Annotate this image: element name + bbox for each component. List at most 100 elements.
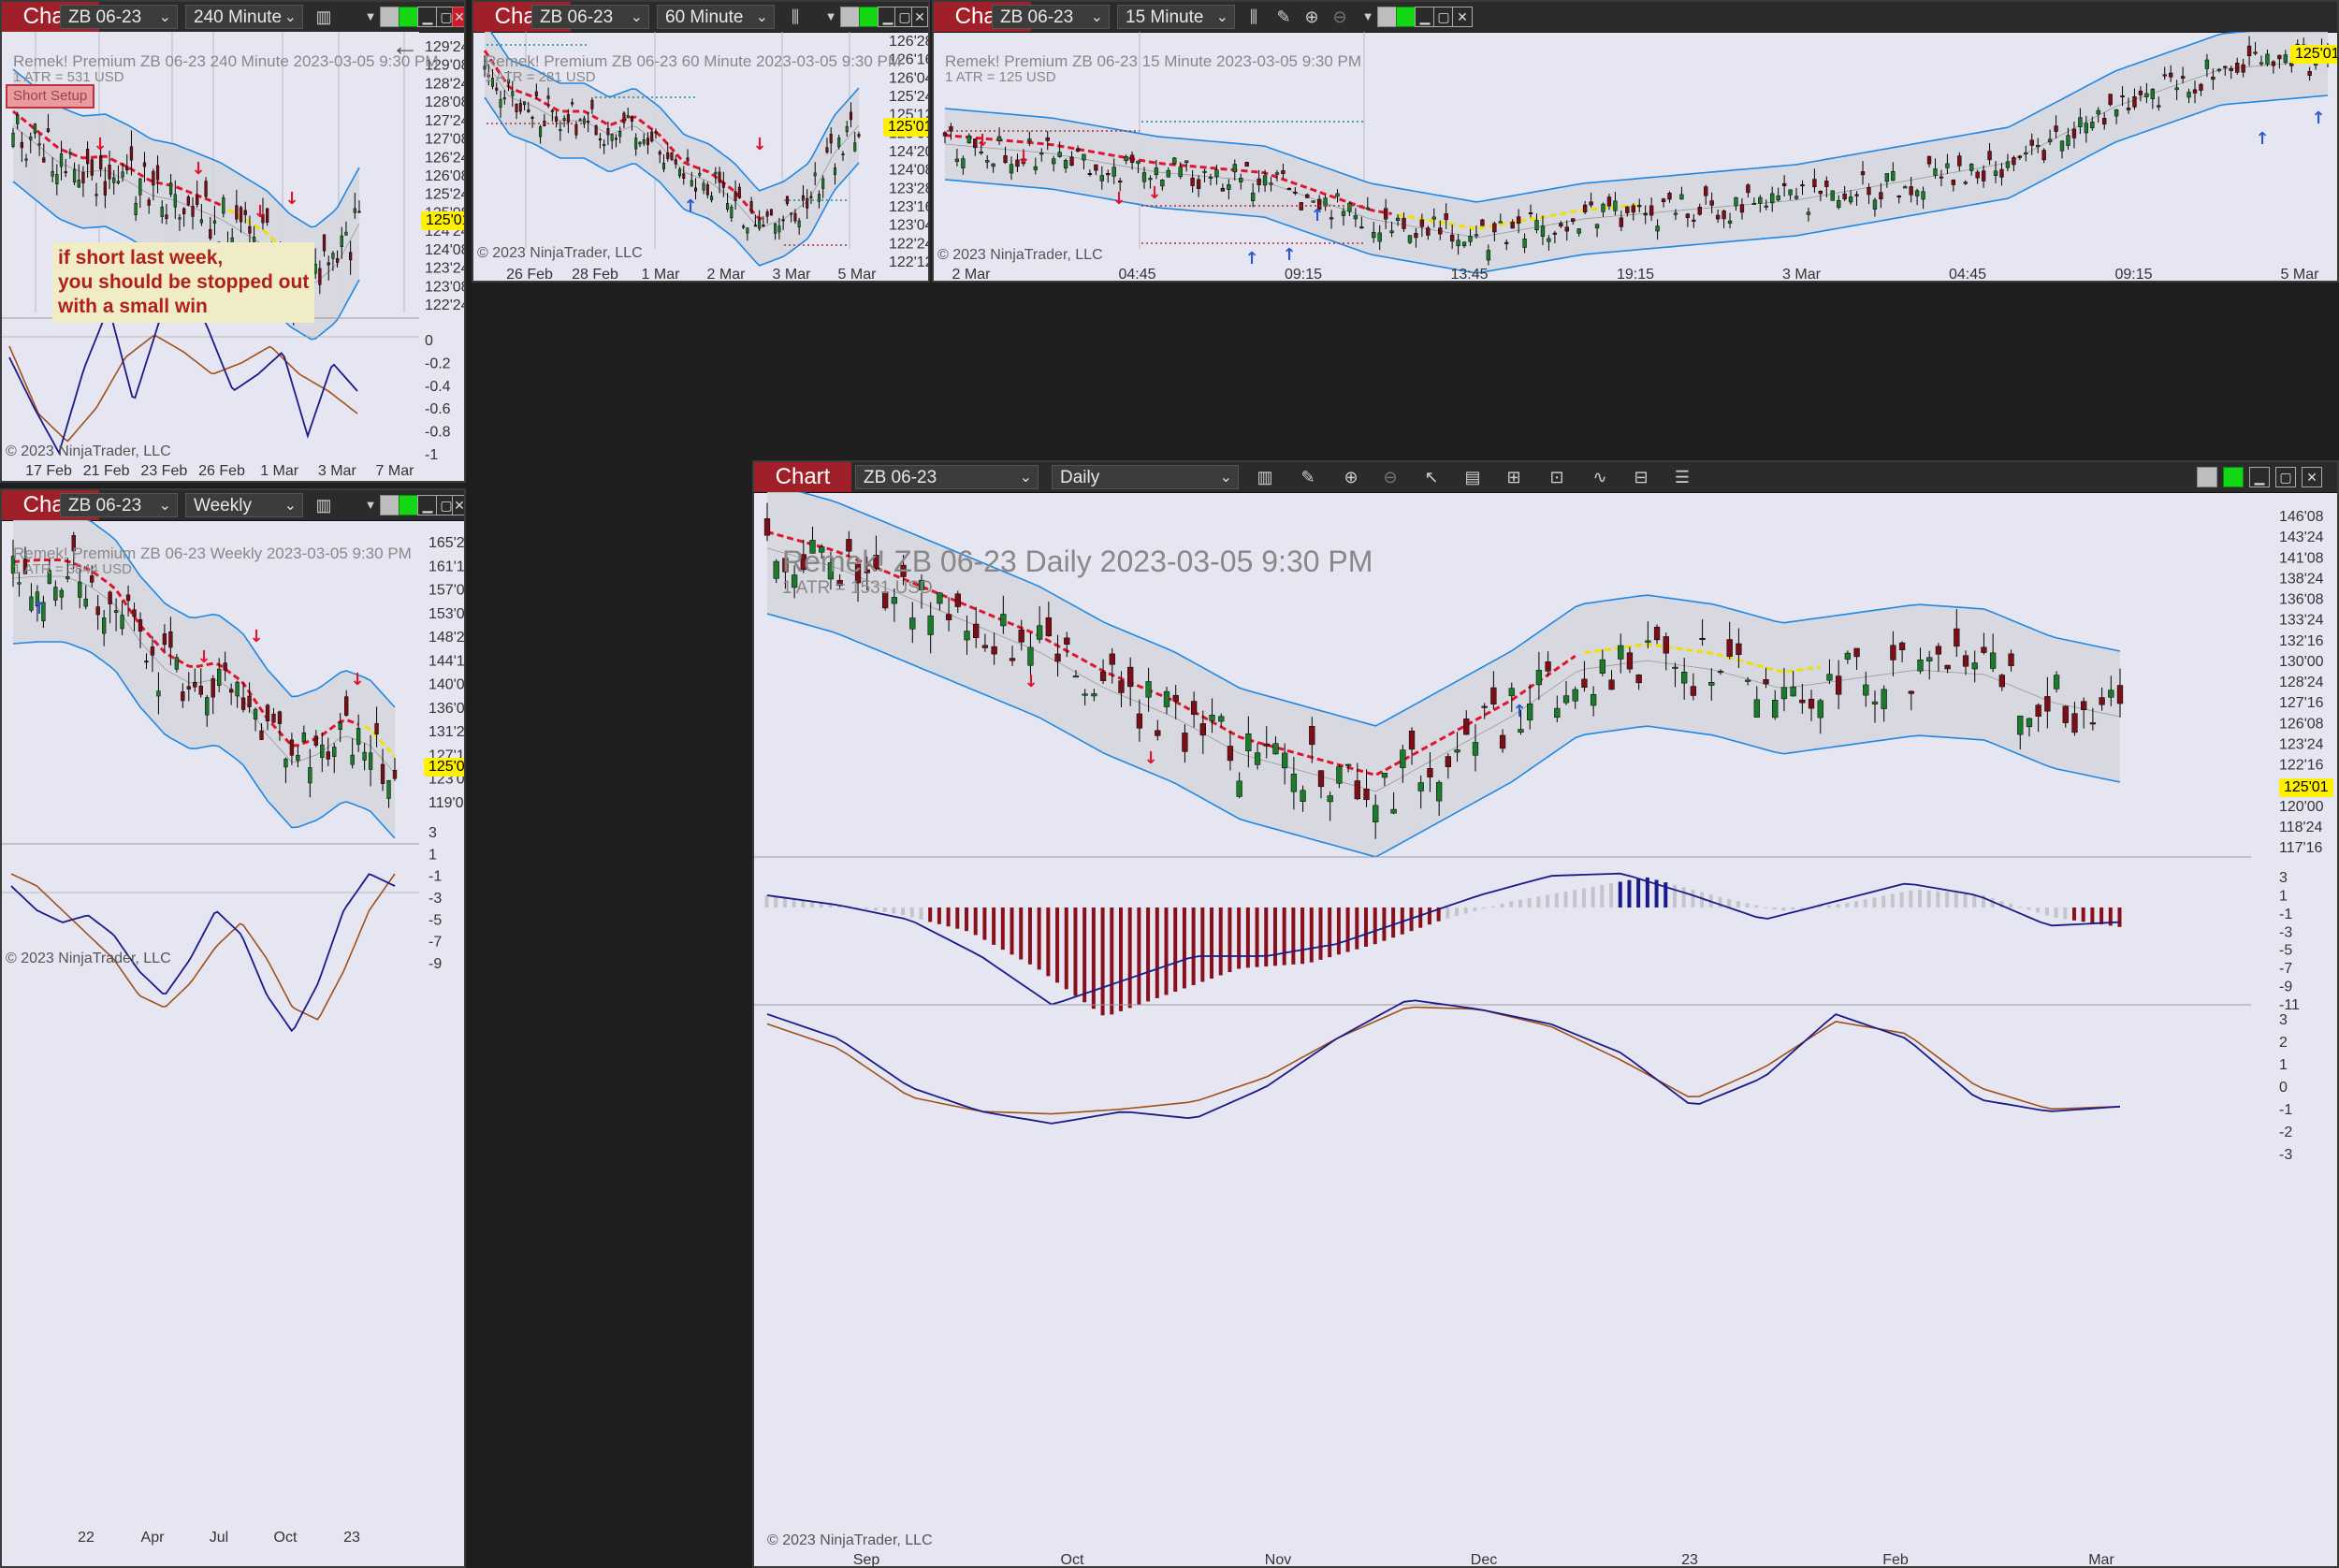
histogram-bar <box>2117 907 2122 927</box>
histogram-bar <box>1255 907 1259 967</box>
chart-toolbar: Chart ZB 06-23 ⌄ 60 Minute ⌄ ⫼ ▼ ▁ ▢ ✕ <box>473 2 928 33</box>
zoom-in-icon[interactable]: ⊕ <box>1344 468 1358 486</box>
interval-selector[interactable]: 60 Minute ⌄ <box>657 5 775 29</box>
candle-body <box>1419 219 1425 227</box>
maximize-button[interactable]: ▢ <box>436 495 457 515</box>
interval-selector[interactable]: Weekly ⌄ <box>185 493 303 517</box>
chart-panel[interactable]: ↓ ↓ ↑ 146'08 143'24 141'08 138'24 136'08 133'24 1… <box>754 492 2337 1566</box>
candle-body <box>168 632 173 648</box>
link-gray-button[interactable] <box>2197 467 2217 487</box>
histogram-bar <box>901 907 906 916</box>
candle-body <box>1454 749 1460 753</box>
histogram-bar <box>982 907 987 940</box>
price-tick-label: 127'16 <box>2279 695 2324 711</box>
interval-selector[interactable]: 240 Minute ⌄ <box>185 5 303 29</box>
histogram-bar <box>1609 883 1614 907</box>
toolbar-dropdown-icon[interactable]: ▼ <box>364 9 377 23</box>
candle-body <box>2066 135 2070 146</box>
zoom-out-icon[interactable]: ⊖ <box>1383 468 1398 486</box>
instrument-selector[interactable]: ZB 06-23 ⌄ <box>855 465 1039 489</box>
link-gray-button[interactable] <box>840 7 861 27</box>
histogram-bar <box>1164 907 1169 995</box>
link-green-button[interactable] <box>2223 467 2244 487</box>
link-green-button[interactable] <box>859 7 879 27</box>
close-button[interactable]: ✕ <box>452 7 464 27</box>
histogram-bar <box>855 907 860 908</box>
candle-body <box>1863 684 1869 696</box>
toolbar-dropdown-icon[interactable]: ▼ <box>364 498 377 512</box>
histogram-bar <box>1772 907 1777 910</box>
bars-type-icon[interactable]: ⫼ <box>791 7 800 26</box>
candle-body <box>120 615 124 630</box>
candle-body <box>763 518 771 536</box>
templates-icon[interactable]: ⊡ <box>1549 468 1564 486</box>
link-gray-button[interactable] <box>380 7 400 27</box>
close-button[interactable]: ✕ <box>452 495 464 515</box>
candle-body <box>1903 186 1908 189</box>
close-button[interactable]: ✕ <box>911 7 928 27</box>
instrument-selector[interactable]: ZB 06-23 ⌄ <box>992 5 1110 29</box>
maximize-button[interactable]: ▢ <box>1433 7 1454 27</box>
chart-panel[interactable]: ↑ ↓ ↓ ↓ 165'24 161'16 157'08 153'00 148'24 144'16… <box>2 520 464 1566</box>
volatility-band-fill <box>767 492 2120 857</box>
properties-icon[interactable]: ☰ <box>1674 468 1691 486</box>
minimize-button[interactable]: ▁ <box>2249 467 2270 487</box>
pointer-icon[interactable]: ↖ <box>1424 468 1439 486</box>
arrow-left-icon[interactable]: ← <box>391 31 419 62</box>
bars-type-icon[interactable]: ⫼ <box>1249 7 1258 26</box>
bars-type-icon[interactable]: ▥ <box>315 7 332 26</box>
interval-selector[interactable]: 15 Minute ⌄ <box>1117 5 1235 29</box>
minimize-button[interactable]: ▁ <box>417 495 438 515</box>
drawing-tool-icon[interactable]: ✎ <box>1276 7 1291 26</box>
bars-type-icon[interactable]: ▥ <box>315 496 332 515</box>
candle-body <box>1057 152 1062 157</box>
instrument-selector[interactable]: ZB 06-23 ⌄ <box>60 5 178 29</box>
price-tick-label: 157'08 <box>429 583 464 599</box>
minimize-button[interactable]: ▁ <box>417 7 438 27</box>
bars-type-icon[interactable]: ▥ <box>1257 468 1273 486</box>
candle-body <box>156 690 161 697</box>
link-green-button[interactable] <box>1396 7 1416 27</box>
candle-body <box>571 102 574 105</box>
strategies-icon[interactable]: ⊟ <box>1634 468 1649 486</box>
toolbar-dropdown-icon[interactable]: ▼ <box>824 9 837 23</box>
maximize-button[interactable]: ▢ <box>436 7 457 27</box>
drawing-tool-icon[interactable]: ✎ <box>1300 468 1315 486</box>
maximize-button[interactable]: ▢ <box>2275 467 2296 487</box>
histogram-bar <box>1781 907 1786 911</box>
price-tick-label: 140'08 <box>429 677 464 693</box>
candle-body <box>320 744 325 759</box>
interval-selector[interactable]: Daily ⌄ <box>1052 465 1239 489</box>
chart-tab[interactable]: Chart <box>754 462 851 492</box>
link-green-button[interactable] <box>399 495 419 515</box>
osc-tick-label: -3 <box>2279 1147 2292 1163</box>
maximize-button[interactable]: ▢ <box>894 7 915 27</box>
instrument-selector[interactable]: ZB 06-23 ⌄ <box>531 5 649 29</box>
candle-body <box>121 171 124 178</box>
minimize-button[interactable]: ▁ <box>1415 7 1435 27</box>
data-box-icon[interactable]: ▤ <box>1464 468 1481 486</box>
toolbar-dropdown-icon[interactable]: ▼ <box>1361 9 1374 23</box>
indicators-icon[interactable]: ∿ <box>1592 468 1607 486</box>
oscillator-line <box>766 999 2121 1125</box>
histogram-bar <box>1237 907 1242 969</box>
close-button[interactable]: ✕ <box>1452 7 1473 27</box>
sell-arrow-icon: ↓ <box>975 131 989 151</box>
link-gray-button[interactable] <box>1377 7 1398 27</box>
chart-trader-icon[interactable]: ⊞ <box>1506 468 1521 486</box>
zoom-in-icon[interactable]: ⊕ <box>1304 7 1319 26</box>
candle-body <box>1601 203 1605 212</box>
candle-body <box>1534 220 1539 231</box>
link-gray-button[interactable] <box>380 495 400 515</box>
instrument-selector[interactable]: ZB 06-23 ⌄ <box>60 493 178 517</box>
histogram-bar <box>2044 907 2049 916</box>
candle-body <box>527 109 530 112</box>
close-button[interactable]: ✕ <box>2302 467 2322 487</box>
candle-body <box>1800 184 1805 187</box>
chart-panel[interactable]: ↓↑126'28126'16126'04125'24125'12125'0012… <box>473 32 928 281</box>
chart-panel[interactable]: ↓↓↓↓↑↑↑↑↑125'08125'01124'24124'16124'081… <box>934 32 2337 281</box>
chart-panel[interactable]: ↓ ↓ ↓ ↓ 129'24 129'08 128'24 128'08 127'24 127'08… <box>2 32 464 481</box>
sell-arrow-icon: ↓ <box>249 627 263 646</box>
link-green-button[interactable] <box>399 7 419 27</box>
zoom-out-icon[interactable]: ⊖ <box>1332 7 1347 26</box>
